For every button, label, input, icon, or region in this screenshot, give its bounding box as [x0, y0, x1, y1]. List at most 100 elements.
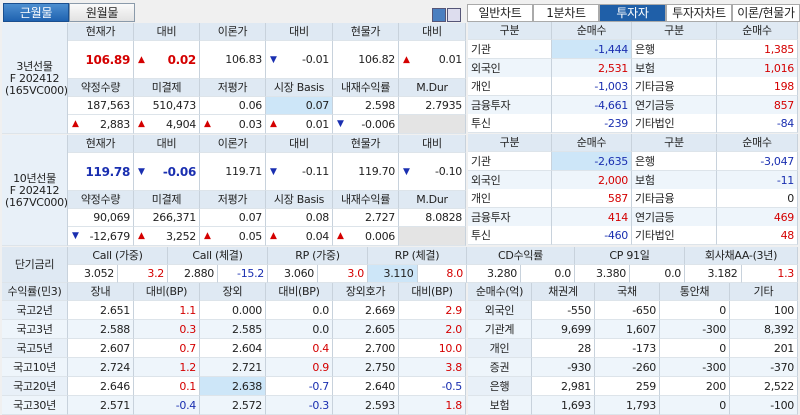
yield-value: 0.1	[134, 377, 200, 396]
header2-4: 내재수익률	[333, 191, 399, 209]
investor-type: 외국인	[468, 170, 552, 190]
header2-0: 약정수량	[68, 191, 134, 209]
yield-value: 0.000	[200, 301, 266, 320]
tab-far-month[interactable]: 원월물	[69, 3, 135, 22]
net-buy-value: -100	[730, 396, 798, 415]
investor-net-buy: -1,003	[552, 77, 632, 97]
yield-header: 대비(BP)	[134, 283, 200, 301]
header-3: 대비	[266, 135, 333, 153]
up-arrow-icon: ▲	[270, 231, 277, 241]
net-buy-value: 28	[532, 339, 595, 358]
investor-type: 은행	[632, 152, 717, 171]
net-buy-value: 1,693	[532, 396, 595, 415]
stat-1: 510,473	[134, 97, 200, 115]
down-arrow-icon: ▼	[337, 119, 344, 129]
yield-value: 0.0	[266, 320, 333, 339]
change-1-text: 3,252	[166, 230, 196, 243]
yield-value: 2.604	[200, 339, 266, 358]
yield-header: 대비(BP)	[399, 283, 466, 301]
tab-1[interactable]: 1분차트	[533, 4, 599, 22]
yield-value: 2.721	[200, 358, 266, 377]
header-2: 이론가	[200, 135, 266, 153]
down-arrow-icon: ▼	[403, 167, 410, 177]
investor-header: 순매수	[552, 134, 632, 152]
short-rate-name: Call (체결)	[168, 247, 268, 265]
net-buy-header: 국채	[595, 283, 660, 301]
investor-header: 구분	[632, 134, 717, 152]
yield-value: -0.7	[266, 377, 333, 396]
investor-type: 외국인	[468, 58, 552, 78]
investor-header: 순매수	[717, 22, 798, 40]
change-2-text: 0.03	[238, 118, 263, 131]
change-0: ▲ 2,883	[68, 115, 134, 134]
header2-2: 저평가	[200, 79, 266, 97]
stat-0: 187,563	[68, 97, 134, 115]
short-rate-value: 2.880	[168, 265, 218, 283]
change-1: ▲ 4,904	[134, 115, 200, 134]
yield-value: 1.8	[399, 396, 466, 415]
investor-type: 투신	[468, 114, 552, 134]
net-buy-value: -300	[660, 320, 730, 339]
tab-3[interactable]: 투자자차트	[666, 4, 732, 22]
stat-5: 2.7935	[399, 97, 466, 115]
stat-5: 8.0828	[399, 209, 466, 227]
bond-name: 국고2년	[2, 301, 68, 320]
investor-net-buy: -1,444	[552, 40, 632, 59]
net-buy-type: 외국인	[468, 301, 532, 320]
investor-net-buy: -239	[552, 114, 632, 134]
tab-0[interactable]: 일반차트	[467, 4, 533, 22]
yield-value: 2.588	[68, 320, 134, 339]
net-buy-header: 통안채	[660, 283, 730, 301]
investor-net-buy: -3,047	[717, 152, 798, 171]
stat-0: 90,069	[68, 209, 134, 227]
change-2: ▲ 0.03	[200, 115, 266, 134]
header-3: 대비	[266, 23, 333, 41]
up-arrow-icon: ▲	[403, 55, 410, 65]
change-4-text: 0.006	[365, 230, 395, 243]
layout-split-icon[interactable]	[432, 8, 446, 22]
value-3: ▼ -0.01	[266, 41, 333, 79]
investor-type: 기관	[468, 40, 552, 59]
net-buy-value: 201	[730, 339, 798, 358]
futures-name: 10년선물 F 202412 (167VC000)	[2, 135, 68, 246]
up-arrow-icon: ▲	[337, 231, 344, 241]
header2-3: 시장 Basis	[266, 191, 333, 209]
investor-type: 투신	[468, 226, 552, 246]
stat-4: 2.598	[333, 97, 399, 115]
net-buy-value: -930	[532, 358, 595, 377]
header-4: 현물가	[333, 23, 399, 41]
yield-value: 2.651	[68, 301, 134, 320]
header-4: 현물가	[333, 135, 399, 153]
tab-2[interactable]: 투자자	[599, 4, 666, 22]
investor-type: 기관	[468, 152, 552, 171]
investor-net-buy: 414	[552, 207, 632, 227]
short-rate-value: 3.280	[467, 265, 521, 283]
short-rate-value: 3.182	[685, 265, 742, 283]
tab-near-month[interactable]: 근월물	[3, 3, 69, 22]
down-arrow-icon: ▼	[270, 55, 277, 65]
change-4-text: -0.006	[361, 118, 395, 131]
change-5	[399, 227, 466, 246]
yield-value: 0.4	[266, 339, 333, 358]
investor-net-buy: -11	[717, 170, 798, 190]
layout-panel-icon[interactable]	[447, 8, 461, 22]
value-5: ▲ 0.01	[399, 41, 466, 79]
tab-4[interactable]: 이론/현물가	[732, 4, 800, 22]
value-2: 106.83	[200, 41, 266, 79]
yield-value: -0.4	[134, 396, 200, 415]
investor-type: 연기금등	[632, 207, 717, 227]
yield-value: 2.750	[333, 358, 399, 377]
short-rate-name: CP 91일	[575, 247, 685, 265]
yield-value: 2.724	[68, 358, 134, 377]
yield-value: 1.2	[134, 358, 200, 377]
yield-value: 1.1	[134, 301, 200, 320]
value-3: ▼ -0.11	[266, 153, 333, 191]
investor-type: 개인	[468, 77, 552, 97]
net-buy-value: 0	[660, 339, 730, 358]
net-buy-value: -173	[595, 339, 660, 358]
header2-4: 내재수익률	[333, 79, 399, 97]
yield-header: 대비(BP)	[266, 283, 333, 301]
net-buy-value: -550	[532, 301, 595, 320]
net-buy-type: 기관계	[468, 320, 532, 339]
change-4: ▼ -0.006	[333, 115, 399, 134]
